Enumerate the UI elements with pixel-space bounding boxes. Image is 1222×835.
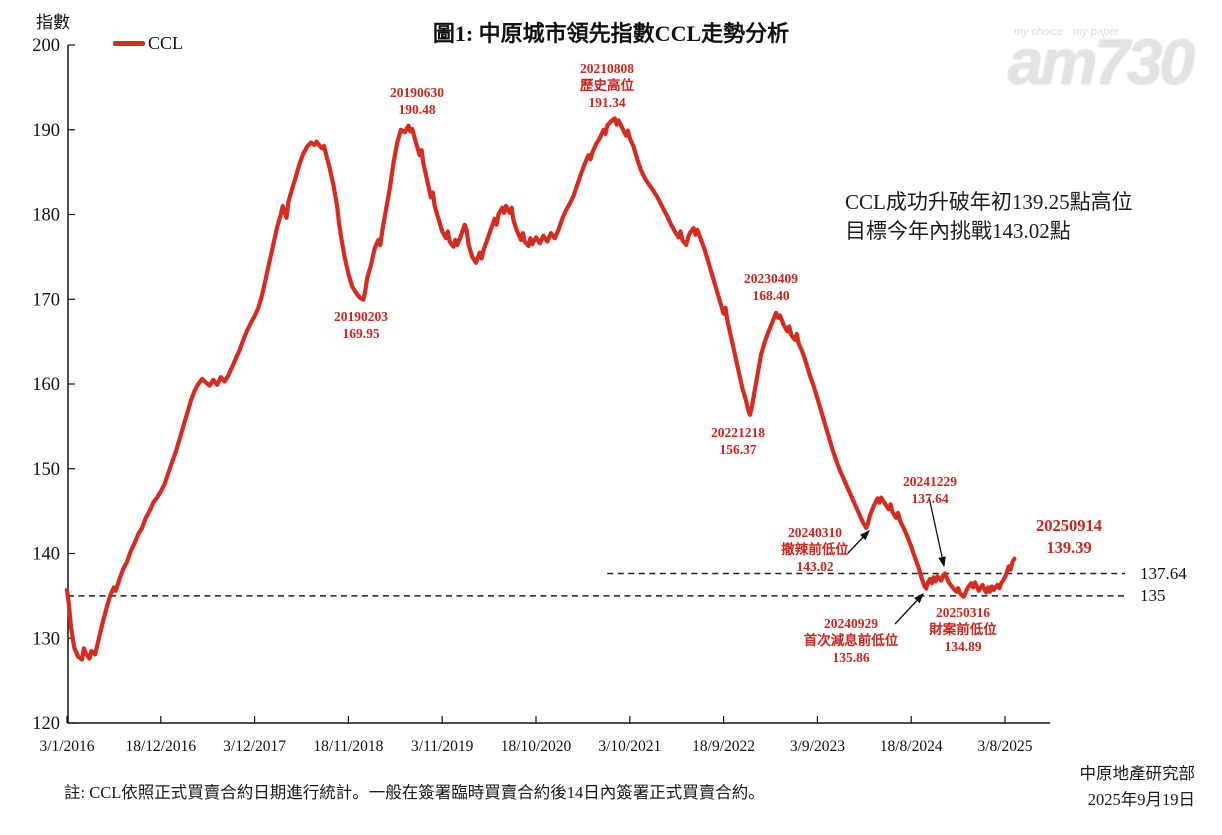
y-tick-label: 120 [32,714,60,734]
legend: CCL [113,33,183,54]
annotation-line: 143.02 [796,559,834,574]
x-tick-label: 18/12/2016 [125,738,196,755]
annotation-line: 156.37 [719,442,757,457]
annotation-line: 20190630 [390,85,444,100]
annotation-arrow [894,593,924,625]
annotation-line: 20240310 [788,525,842,540]
x-tick-label: 3/12/2017 [223,738,286,755]
annotation-line: 20250316 [936,605,990,620]
x-tick-label: 18/11/2018 [313,738,383,755]
legend-line-swatch [113,41,145,46]
x-tick-label: 3/11/2019 [411,738,474,755]
x-tick-label: 18/10/2020 [501,738,572,755]
footnote: 註: CCL依照正式買賣合約日期進行統計。一般在簽署臨時買賣合約後14日內簽署正… [64,783,765,802]
annotation-line: 134.89 [944,639,982,654]
annotation-20240310: 20240310 撤辣前低位 143.02 [781,524,849,575]
credit-date: 2025年9月19日 [1087,790,1195,809]
annotation-20250914: 20250914 139.39 [1036,515,1102,559]
annotation-20221218: 20221218 156.37 [711,424,765,458]
y-tick-label: 160 [32,375,60,395]
chart-title: 圖1: 中原城市領先指數CCL走勢分析 [432,21,790,46]
annotation-line: 財案前低位 [929,622,997,637]
y-tick-label: 140 [32,545,60,565]
y-tick-label: 170 [32,290,60,310]
annotation-arrow [928,496,946,568]
ref-line-label-135: 135 [1140,586,1166,605]
annotation-line: 首次減息前低位 [803,633,899,648]
annotation-line: 歷史高位 [580,78,634,93]
annotation-line: 20190203 [334,309,388,324]
annotation-line: 190.48 [398,102,436,117]
x-tick-label: 3/10/2021 [598,738,661,755]
ccl-series-line [64,116,1017,662]
commentary-line-1: CCL成功升破年初139.25點高位 [845,190,1133,214]
y-tick-label: 180 [32,206,60,226]
commentary-line-2: 目標今年內挑戰143.02點 [845,219,1071,243]
y-tick-label: 150 [32,460,60,480]
x-tick-label: 18/8/2024 [880,738,943,755]
annotation-line: 20240929 [824,616,878,631]
x-tick-label: 3/1/2016 [39,738,94,755]
annotation-20190630: 20190630 190.48 [390,84,444,118]
annotation-line: 135.86 [832,650,870,665]
annotation-arrow [847,530,870,554]
annotation-20250316: 20250316 財案前低位 134.89 [929,604,997,655]
annotation-line: 169.95 [342,326,380,341]
x-tick-label: 18/9/2022 [692,738,755,755]
ref-line-label-137-64: 137.64 [1140,564,1187,583]
credit-org: 中原地產研究部 [1079,764,1196,783]
commentary-note: CCL成功升破年初139.25點高位 目標今年內挑戰143.02點 [845,188,1133,246]
y-tick-label: 200 [32,36,60,56]
annotation-line: 20221218 [711,425,765,440]
annotation-20240929: 20240929 首次減息前低位 135.86 [804,615,899,666]
annotation-line: 168.40 [752,288,790,303]
annotation-line: 191.34 [588,95,626,110]
annotation-20210808: 20210808 歷史高位 191.34 [580,60,634,111]
source-credit: 中原地產研究部 2025年9月19日 [1080,761,1196,813]
annotation-line: 137.64 [911,491,949,506]
annotation-line: 20230409 [744,271,798,286]
legend-label: CCL [148,33,184,53]
annotation-line: 139.39 [1046,538,1092,557]
annotation-line: 20250914 [1036,516,1102,535]
y-tick-label: 130 [32,629,60,649]
y-axis-unit-label: 指數 [36,13,70,32]
annotation-line: 20241229 [903,474,957,489]
x-tick-label: 3/8/2025 [977,738,1032,755]
annotation-20230409: 20230409 168.40 [744,270,798,304]
annotation-line: 撤辣前低位 [781,542,849,557]
annotation-20190203: 20190203 169.95 [334,308,388,342]
x-tick-label: 3/9/2023 [790,738,845,755]
y-tick-label: 190 [32,121,60,141]
annotation-line: 20210808 [580,61,634,76]
annotation-20241229: 20241229 137.64 [903,473,957,507]
